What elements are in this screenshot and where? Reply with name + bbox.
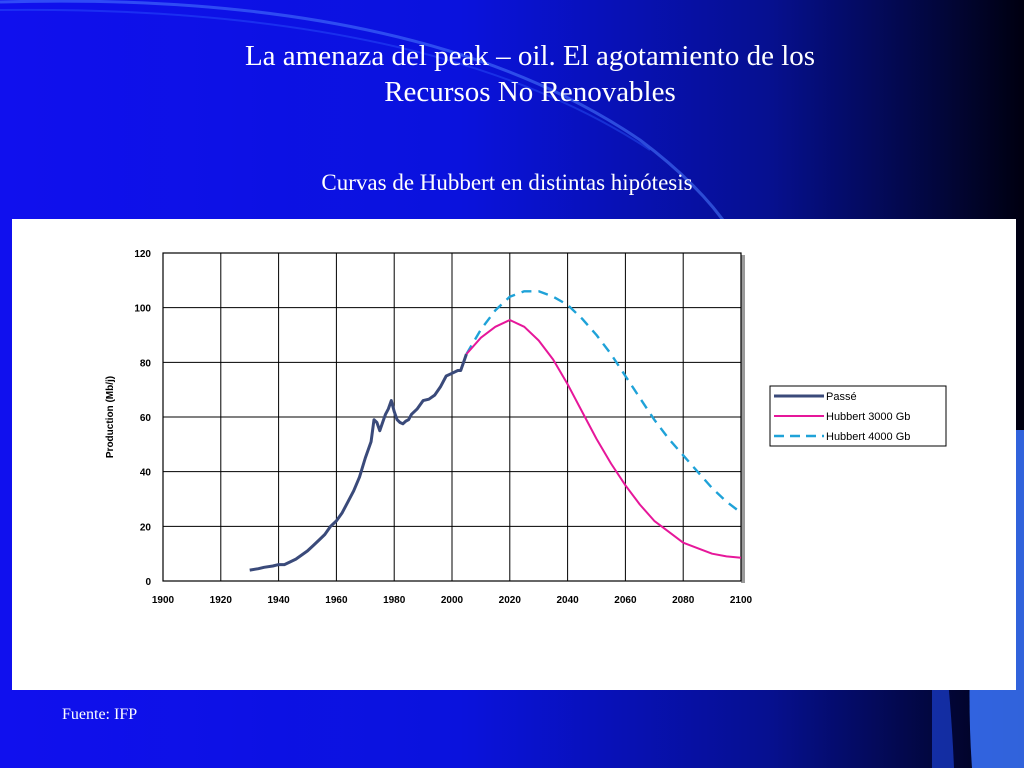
x-tick-label: 2000 — [441, 595, 464, 606]
x-tick-label: 2060 — [614, 595, 637, 606]
x-tick-label: 1940 — [267, 595, 290, 606]
slide-title: La amenaza del peak – oil. El agotamient… — [0, 38, 1024, 110]
y-tick-label: 20 — [140, 522, 152, 533]
legend-label: Hubbert 3000 Gb — [826, 411, 910, 423]
y-tick-label: 40 — [140, 468, 152, 479]
slide-title-line1: La amenaza del peak – oil. El agotamient… — [244, 40, 816, 72]
hubbert-chart: 1900 1920 1940 1960 1980 2000 2020 2040 2060 2080… — [105, 249, 947, 606]
y-tick-label: 80 — [140, 358, 152, 369]
y-tick-label: 0 — [145, 577, 151, 588]
legend-label: Passé — [826, 391, 857, 403]
x-tick-label: 2040 — [556, 595, 579, 606]
x-tick-label: 1960 — [325, 595, 348, 606]
y-tick-label: 100 — [134, 304, 151, 315]
chart-subtitle: Curvas de Hubbert en distintas hipótesis — [321, 170, 693, 195]
x-tick-label: 1980 — [383, 595, 406, 606]
series-hubbert-3000-line — [465, 319, 742, 559]
slide-title-line2: Recursos No Renovables — [384, 76, 676, 108]
x-tick-label: 1920 — [210, 595, 233, 606]
source-note: Fuente: IFP — [62, 706, 138, 723]
x-tick-label: 2100 — [730, 595, 753, 606]
series-hubbert-4000-line — [465, 290, 742, 514]
y-tick-label: 120 — [134, 249, 151, 260]
x-tick-label: 2080 — [672, 595, 695, 606]
legend-label: Hubbert 4000 Gb — [826, 431, 910, 443]
plot-frame — [162, 252, 742, 582]
chart-panel: 1900 1920 1940 1960 1980 2000 2020 2040 2060 2080… — [12, 219, 1016, 690]
x-tick-label: 2020 — [499, 595, 522, 606]
y-tick-label: 60 — [140, 413, 152, 424]
series-passe-line — [249, 353, 468, 572]
y-axis-label: Production (Mb/j) — [105, 376, 116, 458]
x-tick-label: 1900 — [152, 595, 175, 606]
plot-shadow — [741, 255, 745, 583]
